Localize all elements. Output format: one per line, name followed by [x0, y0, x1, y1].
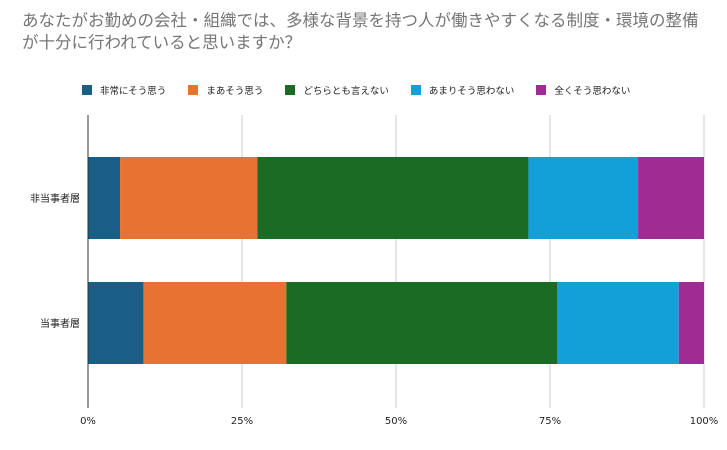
legend-item: 非常にそう思う — [82, 83, 166, 97]
x-tick-label: 75% — [539, 416, 561, 427]
legend: 非常にそう思う まあそう思う どちらとも言えない あまりそう思わない 全くそう思わない — [82, 82, 652, 98]
legend-item: まあそう思う — [188, 83, 263, 97]
legend-label: 非常にそう思う — [100, 86, 167, 97]
x-tick-label: 50% — [385, 416, 407, 427]
x-tick-label: 25% — [231, 416, 253, 427]
legend-swatch — [188, 85, 199, 95]
bar-segment — [638, 157, 704, 239]
category-label: 当事者層 — [40, 317, 80, 330]
bar-segment — [88, 282, 144, 364]
x-tick-label: 0% — [80, 416, 96, 427]
legend-swatch — [410, 85, 421, 95]
bar-segment — [286, 282, 558, 364]
category-label: 非当事者層 — [30, 192, 80, 205]
x-tick-label: 100% — [690, 416, 719, 427]
bar-segment — [557, 282, 679, 364]
legend-swatch — [82, 85, 92, 95]
legend-item: あまりそう思わない — [410, 83, 515, 97]
bar-segment — [528, 157, 639, 239]
bar-segment — [678, 282, 704, 364]
chart-title: あなたがお勤めの会社・組織では、多様な背景を持つ人が働きやすくなる制度・環境の整… — [22, 11, 699, 52]
bar-segment — [120, 157, 258, 239]
bar-segment — [88, 157, 121, 239]
legend-item: どちらとも言えない — [285, 83, 389, 97]
legend-swatch — [285, 85, 296, 95]
bar-segment — [143, 282, 287, 364]
legend-label: あまりそう思わない — [428, 86, 515, 97]
legend-label: どちらとも言えない — [303, 86, 389, 97]
legend-label: まあそう思う — [206, 86, 264, 97]
bar-segment — [257, 157, 529, 239]
legend-label: 全くそう思わない — [554, 86, 631, 97]
legend-item: 全くそう思わない — [536, 83, 630, 97]
legend-swatch — [536, 85, 547, 95]
